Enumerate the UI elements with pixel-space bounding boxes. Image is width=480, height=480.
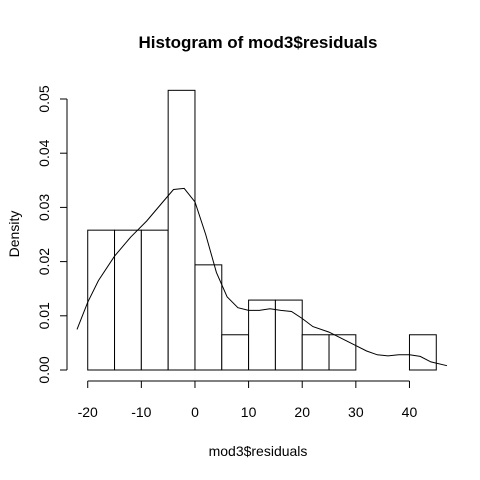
chart-title: Histogram of mod3$residuals (138, 33, 377, 52)
x-tick-label-6: 40 (402, 404, 418, 420)
x-tick-label-3: 10 (241, 404, 257, 420)
histogram-bar-7 (274, 299, 303, 371)
y-tick-label-2: 0.02 (36, 248, 52, 275)
x-tick-label-4: 20 (294, 404, 310, 420)
histogram-bar-9 (328, 334, 357, 371)
y-tick-label-4: 0.04 (36, 139, 52, 166)
y-axis-label: Density (6, 211, 22, 258)
x-tick-label-0: -20 (78, 404, 98, 420)
histogram-bar-0 (87, 229, 116, 371)
histogram-bar-12 (408, 334, 437, 371)
histogram-bar-2 (140, 229, 169, 371)
y-tick-label-0: 0.00 (36, 356, 52, 383)
histogram-bar-8 (301, 334, 330, 371)
histogram-bars (87, 89, 437, 371)
y-tick-label-5: 0.05 (36, 85, 52, 112)
y-tick-label-1: 0.01 (36, 302, 52, 329)
histogram-bar-4 (194, 264, 223, 371)
x-tick-label-2: 0 (191, 404, 199, 420)
x-tick-label-5: 30 (348, 404, 364, 420)
y-tick-label-3: 0.03 (36, 194, 52, 221)
x-axis-label: mod3$residuals (209, 443, 308, 459)
histogram-bar-3 (167, 89, 196, 371)
density-curve-group (76, 187, 448, 367)
y-axis: 0.00 0.01 0.02 0.03 0.04 0.05 (36, 85, 68, 384)
density-curve (76, 187, 448, 367)
x-axis: -20 -10 0 10 20 30 40 (78, 380, 418, 420)
histogram-bar-1 (114, 229, 142, 371)
histogram-bar-5 (221, 334, 250, 371)
x-tick-label-1: -10 (131, 404, 151, 420)
